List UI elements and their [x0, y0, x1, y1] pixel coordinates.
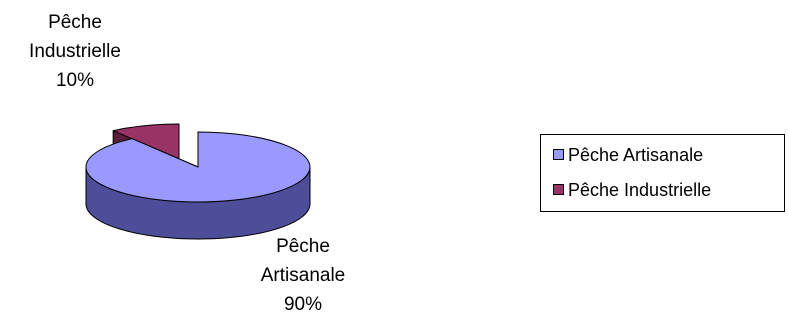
- legend-label: Pêche Artisanale: [568, 145, 704, 165]
- chart-legend: Pêche Artisanale Pêche Industrielle: [540, 134, 785, 212]
- pie-slice-top: [85, 131, 311, 203]
- data-label-line: Pêche: [276, 236, 330, 257]
- legend-entry-peche-industrielle: Pêche Industrielle: [553, 179, 711, 201]
- data-label-value: 90%: [283, 294, 323, 315]
- pie-slice-top: [112, 123, 180, 160]
- data-label-line: Industrielle: [29, 41, 121, 62]
- data-label-line: Pêche: [48, 12, 102, 33]
- legend-label: Pêche Industrielle: [568, 180, 712, 200]
- data-label-line: Artisanale: [260, 265, 346, 286]
- data-label-value: 10%: [55, 70, 95, 91]
- data-label-peche-artisanale: Pêche Artisanale 90%: [238, 232, 368, 319]
- legend-swatch: [553, 149, 564, 160]
- pie-slice-peche-artisanale: [85, 131, 311, 240]
- legend-swatch: [553, 184, 564, 195]
- legend-entry-peche-artisanale: Pêche Artisanale: [553, 144, 703, 166]
- data-label-peche-industrielle: Pêche Industrielle 10%: [10, 8, 140, 95]
